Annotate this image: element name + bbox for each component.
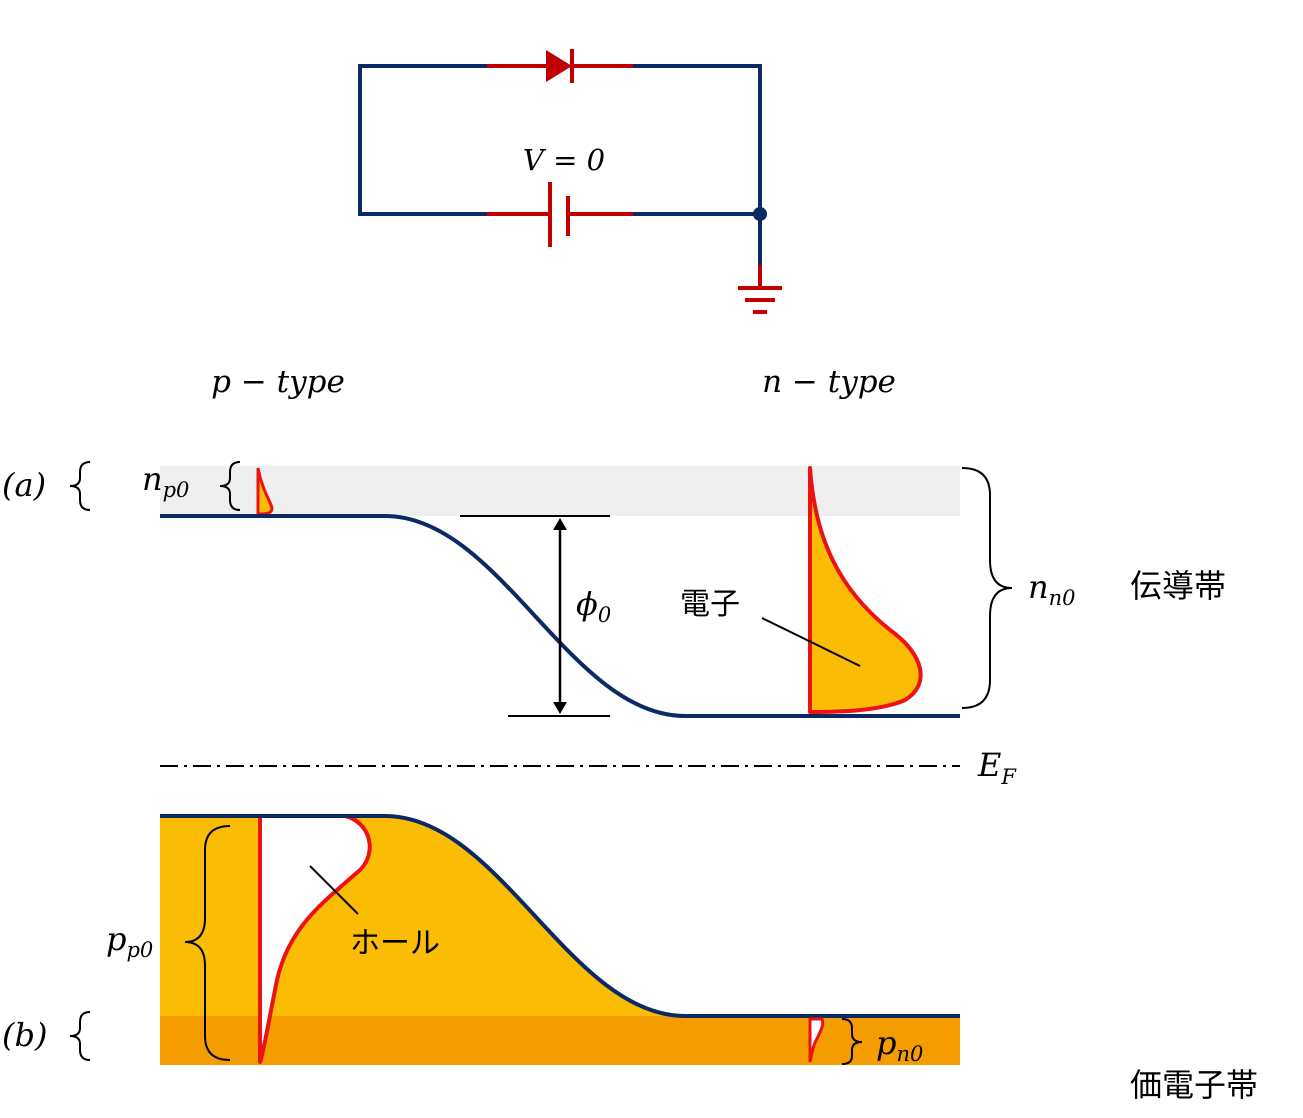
conduction-band-edge [160,514,960,718]
diode-symbol [487,49,633,83]
voltage-label: V = 0 [523,143,605,177]
brace-pn0 [841,1018,863,1065]
braces [69,461,1013,1065]
brace-a [69,461,91,511]
hole-label: ホール [350,926,440,961]
valence-band-edge [160,814,960,1018]
junction-node [753,207,767,221]
circuit-wire [358,64,762,265]
label-b: (b) [2,1016,47,1054]
pp0-label: pp0 [106,920,153,962]
valence-band-deep-fill [160,1016,960,1065]
valence-band-fill [160,816,960,1065]
hole-leader [309,865,359,915]
valence-band-label: 価電子帯 [1130,1066,1258,1104]
barrier-label: ϕ0 [576,585,611,627]
pn0-distribution [808,1017,825,1063]
brace-pp0 [184,825,231,1061]
conduction-band-shade [160,466,960,516]
hole-distribution [258,814,372,1064]
label-a: (a) [2,466,46,504]
fermi-level-label: EF [977,746,1017,789]
electron-distribution [808,466,923,714]
brace-np0 [219,461,241,511]
electron-leader [761,617,861,667]
np0-distribution [256,467,274,516]
barrier-height-indicator [460,515,610,717]
p-type-label: p − type [211,364,345,400]
battery-symbol [487,182,633,247]
np0-label: np0 [142,460,189,502]
electron-label: 電子 [680,587,740,622]
brace-nn0 [961,467,1013,709]
nn0-label: nn0 [1028,568,1076,610]
brace-b [69,1011,91,1061]
circuit: V = 0 [358,49,782,314]
ground-symbol [738,265,782,314]
pn0-label: pn0 [876,1024,923,1066]
n-type-label: n − type [762,364,896,400]
conduction-band-label: 伝導帯 [1130,567,1226,605]
